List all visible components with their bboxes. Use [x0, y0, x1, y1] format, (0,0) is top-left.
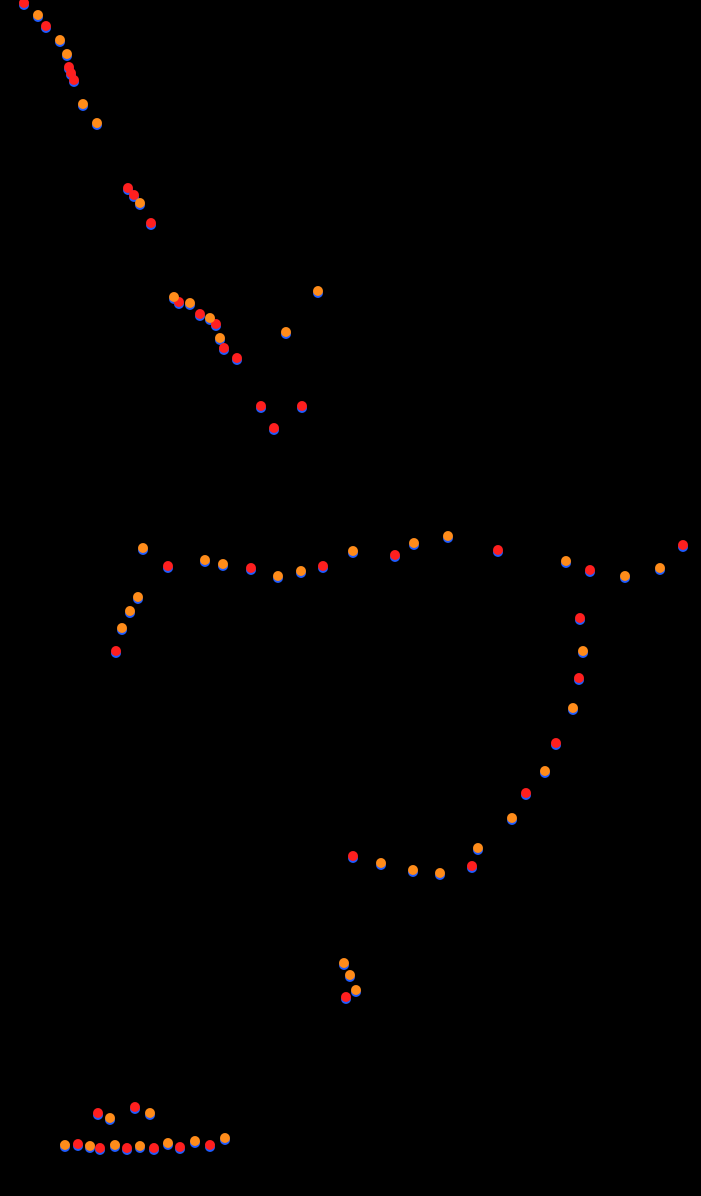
- point-orange: [135, 198, 145, 208]
- point-red: [205, 1140, 215, 1150]
- point-orange: [561, 556, 571, 566]
- point-orange: [435, 868, 445, 878]
- point-orange: [473, 843, 483, 853]
- point-orange: [105, 1113, 115, 1123]
- point-red: [163, 561, 173, 571]
- point-red: [246, 563, 256, 573]
- point-red: [551, 738, 561, 748]
- point-red: [149, 1143, 159, 1153]
- point-orange: [348, 546, 358, 556]
- point-red: [467, 861, 477, 871]
- point-red: [73, 1139, 83, 1149]
- point-red: [122, 1143, 132, 1153]
- point-orange: [200, 555, 210, 565]
- point-orange: [409, 538, 419, 548]
- point-orange: [218, 559, 228, 569]
- point-orange: [117, 623, 127, 633]
- point-red: [348, 851, 358, 861]
- point-red: [111, 646, 121, 656]
- point-red: [390, 550, 400, 560]
- point-red: [574, 673, 584, 683]
- point-red: [195, 309, 205, 319]
- point-orange: [408, 865, 418, 875]
- point-orange: [110, 1140, 120, 1150]
- point-orange: [190, 1136, 200, 1146]
- point-orange: [568, 703, 578, 713]
- point-orange: [85, 1141, 95, 1151]
- point-orange: [578, 646, 588, 656]
- point-orange: [273, 571, 283, 581]
- point-red: [341, 992, 351, 1002]
- point-red: [95, 1143, 105, 1153]
- point-orange: [339, 958, 349, 968]
- point-orange: [540, 766, 550, 776]
- point-orange: [135, 1141, 145, 1151]
- point-orange: [92, 118, 102, 128]
- point-orange: [163, 1138, 173, 1148]
- point-red: [219, 343, 229, 353]
- point-red: [146, 218, 156, 228]
- point-orange: [351, 985, 361, 995]
- point-orange: [443, 531, 453, 541]
- point-red: [269, 423, 279, 433]
- point-orange: [345, 970, 355, 980]
- point-orange: [125, 606, 135, 616]
- point-orange: [655, 563, 665, 573]
- point-orange: [220, 1133, 230, 1143]
- point-orange: [133, 592, 143, 602]
- point-red: [41, 21, 51, 31]
- point-red: [93, 1108, 103, 1118]
- point-red: [585, 565, 595, 575]
- point-red: [678, 540, 688, 550]
- point-red: [256, 401, 266, 411]
- point-red: [69, 75, 79, 85]
- point-orange: [296, 566, 306, 576]
- point-orange: [281, 327, 291, 337]
- point-red: [575, 613, 585, 623]
- point-orange: [55, 35, 65, 45]
- point-orange: [376, 858, 386, 868]
- point-orange: [205, 313, 215, 323]
- point-red: [232, 353, 242, 363]
- point-red: [318, 561, 328, 571]
- point-red: [297, 401, 307, 411]
- point-orange: [145, 1108, 155, 1118]
- point-orange: [78, 99, 88, 109]
- point-orange: [33, 10, 43, 20]
- point-orange: [169, 292, 179, 302]
- point-red: [493, 545, 503, 555]
- point-orange: [620, 571, 630, 581]
- point-orange: [60, 1140, 70, 1150]
- scatter-plot: [0, 0, 701, 1196]
- point-orange: [185, 298, 195, 308]
- point-orange: [215, 333, 225, 343]
- point-orange: [138, 543, 148, 553]
- point-red: [521, 788, 531, 798]
- point-red: [175, 1142, 185, 1152]
- point-orange: [313, 286, 323, 296]
- point-orange: [507, 813, 517, 823]
- point-red: [130, 1102, 140, 1112]
- point-orange: [62, 49, 72, 59]
